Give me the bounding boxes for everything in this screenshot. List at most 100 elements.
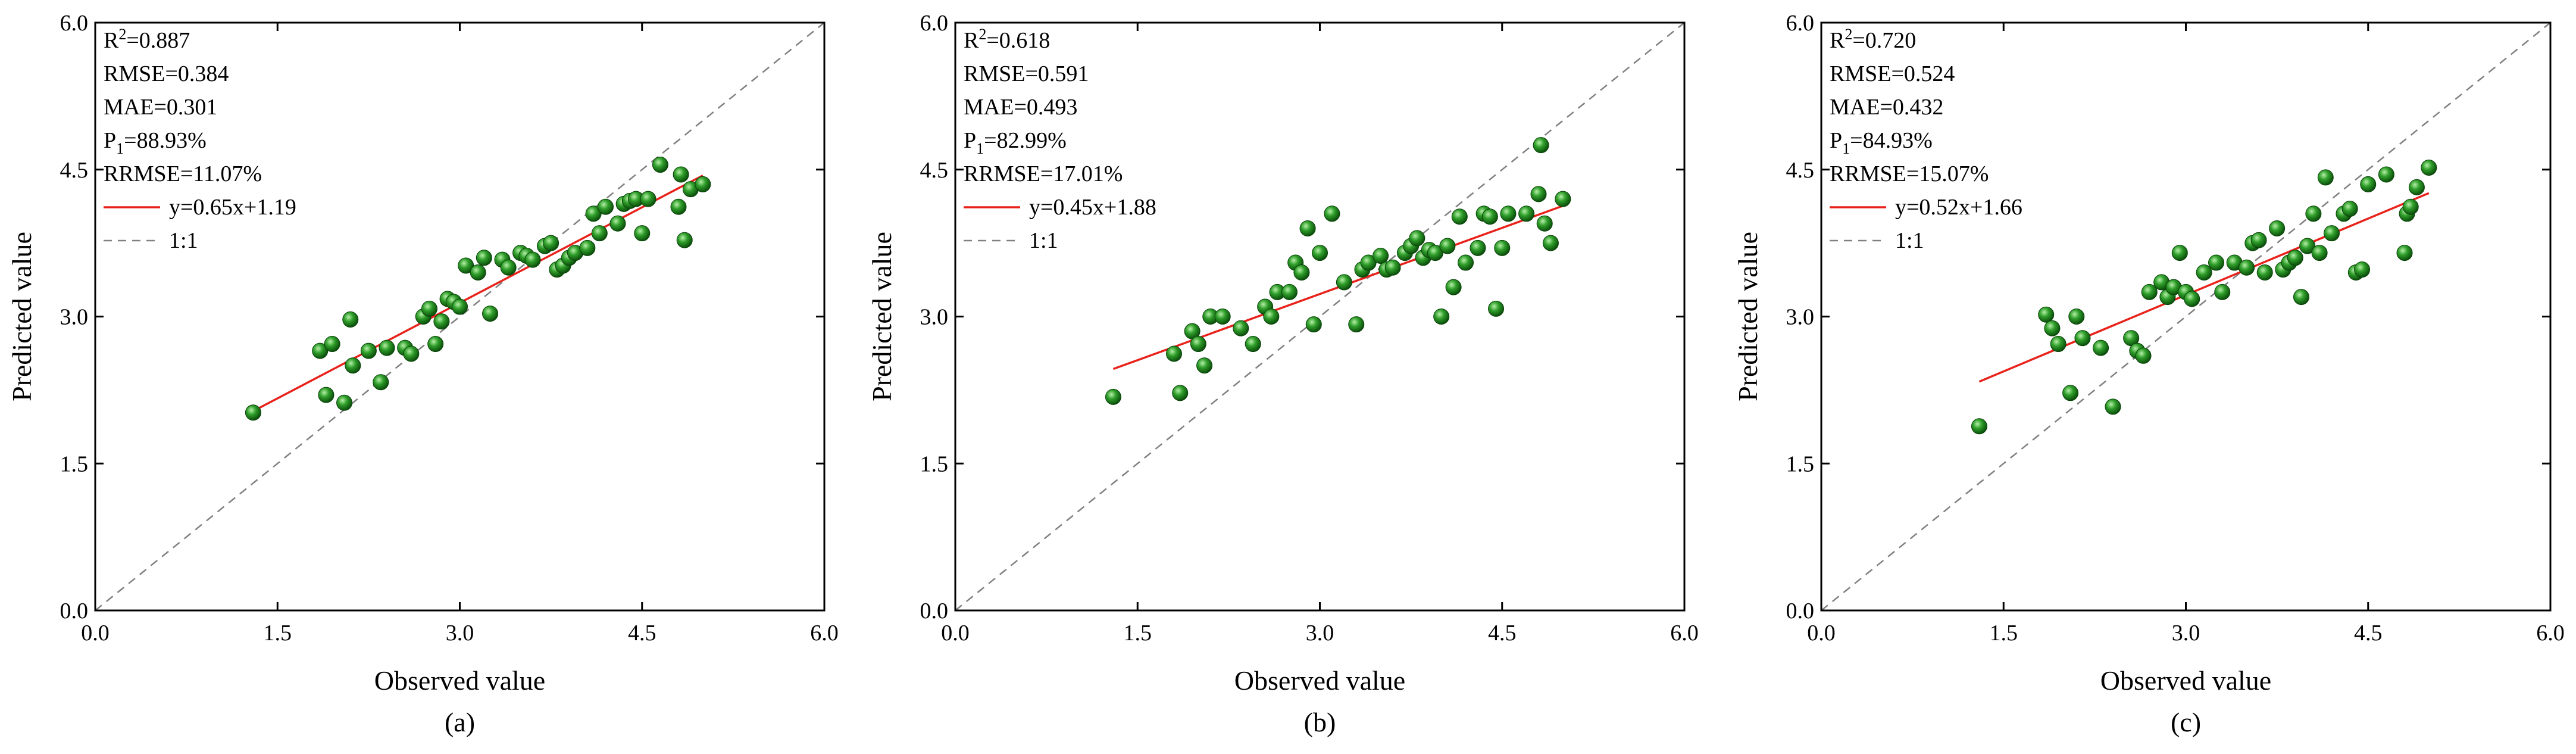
y-tick-label: 0.0 — [920, 599, 949, 624]
data-point — [2062, 385, 2079, 401]
stat-rrmse: RRMSE=11.07% — [104, 161, 262, 186]
data-point — [1470, 239, 1486, 256]
x-axis-title: Observed value — [1234, 665, 1405, 696]
x-tick-label: 6.0 — [810, 621, 839, 646]
data-point — [598, 198, 614, 215]
data-point — [1427, 245, 1443, 261]
stat-rmse: RMSE=0.591 — [964, 61, 1089, 86]
y-tick-label: 1.5 — [920, 451, 949, 476]
data-point — [1494, 239, 1511, 256]
y-tick-label: 6.0 — [60, 11, 89, 36]
data-point — [634, 225, 651, 242]
data-point — [579, 239, 596, 256]
data-point — [1166, 345, 1182, 362]
data-point — [670, 198, 687, 215]
data-points — [1971, 159, 2437, 435]
stat-p1-sub: 1 — [976, 140, 984, 157]
data-point — [1451, 208, 1468, 225]
data-point — [1555, 191, 1571, 207]
data-point — [1299, 220, 1316, 236]
x-tick-label: 3.0 — [2172, 621, 2200, 646]
data-point — [1348, 316, 1365, 333]
data-point — [342, 311, 359, 328]
data-point — [1214, 309, 1231, 325]
stat-p1-prefix: P — [964, 128, 976, 153]
stat-p1-sub: 1 — [1842, 140, 1850, 157]
x-axis-title: Observed value — [374, 665, 545, 696]
y-tick-label: 0.0 — [60, 599, 89, 624]
y-axis-title: Predicted value — [7, 232, 37, 401]
x-tick-label: 0.0 — [81, 621, 110, 646]
data-point — [2317, 169, 2334, 186]
data-point — [2378, 166, 2394, 183]
y-tick-label: 3.0 — [920, 305, 949, 330]
data-point — [1245, 336, 1261, 353]
data-point — [433, 313, 450, 330]
data-point — [2038, 306, 2055, 323]
data-point — [476, 250, 492, 266]
x-tick-label: 3.0 — [446, 621, 474, 646]
chart-panel-b: 0.0 1.5 3.0 4.5 6.0 0.0 1.5 3.0 4.5 6.0 Observed v… — [867, 11, 1699, 737]
stat-r2-value: =0.887 — [126, 28, 190, 53]
data-point — [1518, 205, 1535, 222]
data-point — [2256, 264, 2273, 281]
data-point — [2269, 220, 2286, 236]
data-point — [379, 339, 395, 356]
data-points — [1105, 137, 1571, 405]
stat-p1-value: =88.93% — [124, 128, 207, 153]
data-point — [345, 357, 361, 374]
data-point — [1324, 205, 1340, 222]
data-point — [458, 257, 474, 274]
stat-p1-prefix: P — [1830, 128, 1842, 153]
stat-r2-prefix: R — [964, 28, 979, 53]
x-tick-label: 1.5 — [264, 621, 292, 646]
stat-p1-value: =82.99% — [984, 128, 1067, 153]
data-point — [543, 235, 559, 251]
data-point — [640, 191, 656, 207]
legend-diag-label: 1:1 — [1029, 228, 1058, 253]
data-point — [1481, 208, 1498, 225]
data-point — [500, 259, 517, 276]
data-point — [2196, 264, 2212, 281]
y-axis-title: Predicted value — [867, 232, 897, 401]
data-point — [2093, 339, 2109, 356]
stat-r2-sup: 2 — [118, 26, 126, 43]
data-point — [336, 394, 353, 411]
panel-label: (c) — [2171, 707, 2201, 737]
stat-r2-value: =0.720 — [1852, 28, 1916, 53]
stat-p1-sub: 1 — [116, 140, 124, 157]
stat-p1: P1=84.93% — [1830, 128, 1933, 157]
data-point — [2421, 159, 2437, 176]
data-point — [1530, 186, 1547, 202]
legend-fit-label: y=0.65x+1.19 — [169, 195, 296, 220]
data-point — [2311, 245, 2328, 261]
data-point — [360, 342, 377, 359]
data-point — [2408, 179, 2425, 195]
data-point — [2305, 205, 2322, 222]
data-point — [1336, 274, 1352, 291]
data-point — [1542, 235, 1559, 251]
data-point — [1384, 259, 1401, 276]
data-point — [2250, 232, 2267, 248]
data-point — [427, 336, 444, 353]
stat-p1-value: =84.93% — [1850, 128, 1933, 153]
stat-rmse: RMSE=0.384 — [104, 61, 229, 86]
data-point — [1971, 418, 1987, 435]
y-tick-label: 6.0 — [920, 11, 949, 36]
x-tick-label: 6.0 — [2536, 621, 2565, 646]
data-point — [1263, 309, 1280, 325]
stat-p1: P1=88.93% — [104, 128, 207, 157]
panel-label: (b) — [1304, 707, 1336, 737]
data-point — [2208, 254, 2225, 271]
y-tick-label: 6.0 — [1786, 11, 1815, 36]
x-tick-label: 0.0 — [1807, 621, 1836, 646]
data-point — [2341, 201, 2358, 217]
data-point — [2354, 261, 2371, 278]
y-tick-label: 0.0 — [1786, 599, 1815, 624]
data-point — [1458, 254, 1474, 271]
stat-r2-prefix: R — [104, 28, 119, 53]
data-point — [245, 404, 261, 421]
stat-mae: MAE=0.301 — [104, 95, 217, 120]
x-tick-label: 1.5 — [1124, 621, 1152, 646]
